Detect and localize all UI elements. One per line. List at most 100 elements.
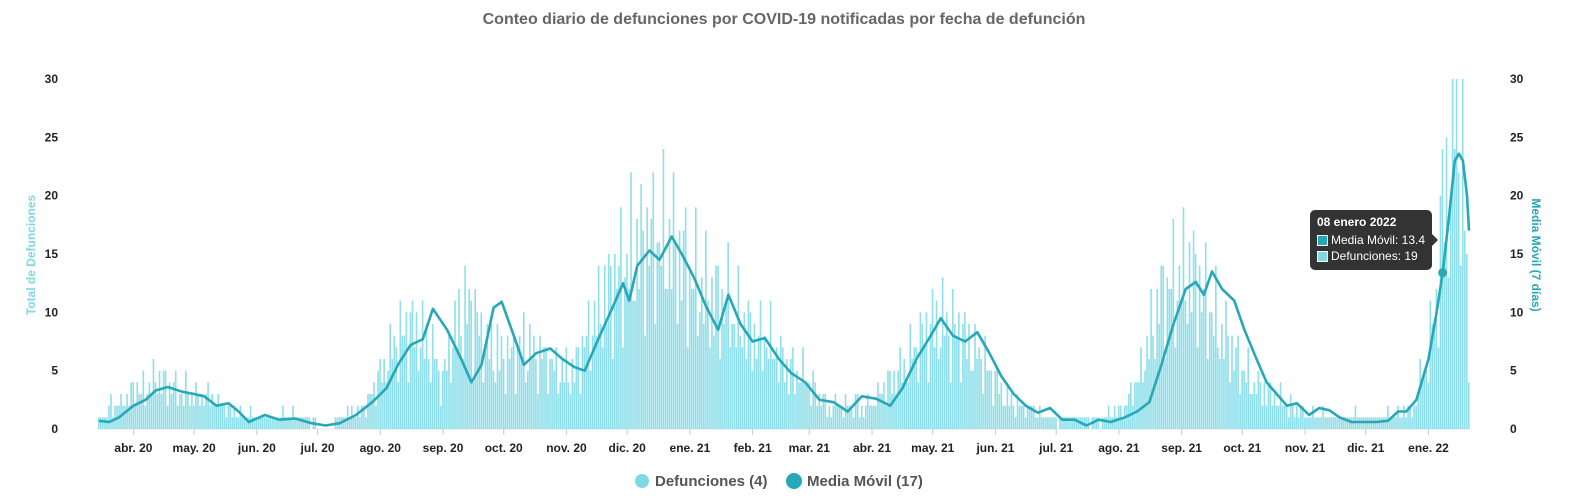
bar[interactable] — [929, 324, 932, 429]
bar[interactable] — [272, 417, 274, 429]
bar[interactable] — [818, 394, 821, 429]
bar[interactable] — [998, 394, 1001, 429]
bar[interactable] — [383, 359, 385, 429]
bar[interactable] — [731, 324, 734, 429]
bar[interactable] — [1144, 370, 1146, 429]
bar[interactable] — [502, 359, 505, 429]
bar[interactable] — [124, 405, 126, 429]
bar[interactable] — [429, 382, 432, 429]
bar[interactable] — [466, 324, 468, 429]
bar[interactable] — [945, 312, 948, 429]
bar[interactable] — [1006, 382, 1009, 429]
bar[interactable] — [1105, 417, 1108, 429]
bar[interactable] — [490, 324, 493, 429]
bar[interactable] — [699, 312, 701, 429]
bar[interactable] — [927, 382, 930, 429]
bar[interactable] — [480, 312, 483, 429]
bar[interactable] — [822, 394, 825, 429]
bar[interactable] — [1164, 359, 1167, 429]
bar[interactable] — [800, 382, 802, 429]
bar[interactable] — [158, 370, 161, 429]
bar[interactable] — [616, 289, 618, 429]
bar[interactable] — [883, 382, 885, 429]
bar[interactable] — [454, 300, 456, 429]
bar[interactable] — [263, 417, 266, 429]
bar[interactable] — [917, 382, 920, 429]
bar[interactable] — [470, 300, 472, 429]
bar[interactable] — [537, 394, 539, 429]
bar[interactable] — [889, 370, 891, 429]
bar[interactable] — [1336, 417, 1339, 429]
bar[interactable] — [300, 417, 302, 429]
bar[interactable] — [901, 382, 903, 429]
bar[interactable] — [1204, 242, 1207, 429]
bar[interactable] — [346, 405, 349, 429]
bar[interactable] — [1265, 405, 1268, 429]
bar[interactable] — [749, 312, 752, 429]
bar[interactable] — [1178, 265, 1181, 429]
bar[interactable] — [527, 370, 529, 429]
bar[interactable] — [381, 382, 383, 429]
bar[interactable] — [875, 405, 877, 429]
bar[interactable] — [399, 300, 402, 429]
bar[interactable] — [751, 370, 754, 429]
bar[interactable] — [860, 405, 863, 429]
bar[interactable] — [765, 347, 768, 429]
bar[interactable] — [387, 370, 389, 429]
bar[interactable] — [743, 312, 746, 429]
bar[interactable] — [864, 405, 867, 429]
bar[interactable] — [1194, 254, 1197, 429]
bar[interactable] — [225, 417, 228, 429]
bar[interactable] — [790, 359, 792, 429]
bar[interactable] — [1219, 359, 1221, 429]
bar[interactable] — [1318, 417, 1320, 429]
bar[interactable] — [599, 324, 602, 429]
bar[interactable] — [1038, 405, 1041, 429]
bar[interactable] — [156, 394, 159, 429]
bar[interactable] — [1437, 347, 1440, 429]
bar[interactable] — [288, 417, 290, 429]
bar[interactable] — [231, 417, 234, 429]
bar[interactable] — [854, 394, 857, 429]
bar[interactable] — [460, 335, 462, 429]
bar[interactable] — [1152, 335, 1154, 429]
bar[interactable] — [1393, 417, 1395, 429]
bar[interactable] — [478, 335, 481, 429]
bar[interactable] — [941, 277, 944, 429]
bar[interactable] — [794, 394, 796, 429]
bar[interactable] — [510, 347, 513, 429]
bar[interactable] — [1138, 382, 1140, 429]
bar[interactable] — [215, 405, 217, 429]
bar[interactable] — [725, 300, 727, 429]
bar[interactable] — [415, 312, 418, 429]
bar[interactable] — [1004, 405, 1007, 429]
bar[interactable] — [500, 335, 503, 429]
bar[interactable] — [802, 347, 804, 429]
bar[interactable] — [1043, 417, 1045, 429]
bar[interactable] — [937, 359, 940, 429]
bar[interactable] — [739, 335, 742, 429]
bar[interactable] — [939, 347, 942, 429]
bar[interactable] — [632, 300, 634, 429]
bar[interactable] — [219, 405, 222, 429]
bar[interactable] — [1067, 417, 1069, 429]
bar[interactable] — [144, 405, 147, 429]
bar[interactable] — [1241, 370, 1243, 429]
bar[interactable] — [709, 347, 711, 429]
bar[interactable] — [104, 417, 106, 429]
bar[interactable] — [887, 370, 889, 429]
bar[interactable] — [1198, 265, 1201, 429]
bar[interactable] — [512, 335, 515, 429]
bar[interactable] — [696, 335, 699, 429]
bar[interactable] — [852, 417, 855, 429]
bar[interactable] — [98, 417, 100, 429]
legend[interactable]: Defunciones (4) Media Móvil (17) — [635, 473, 923, 490]
bar[interactable] — [1000, 382, 1003, 429]
bar[interactable] — [812, 370, 814, 429]
bar[interactable] — [707, 300, 709, 429]
bar[interactable] — [848, 405, 851, 429]
bar[interactable] — [559, 382, 562, 429]
bar[interactable] — [1156, 289, 1158, 429]
bar[interactable] — [668, 219, 671, 429]
bar[interactable] — [717, 265, 719, 429]
